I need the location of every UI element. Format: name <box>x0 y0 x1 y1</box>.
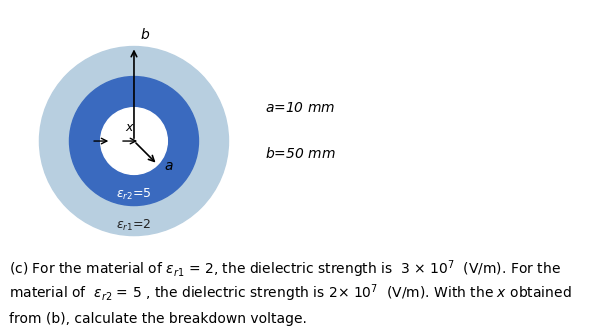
Text: $a$=10 mm: $a$=10 mm <box>265 101 335 114</box>
Text: $x$: $x$ <box>125 121 135 134</box>
Text: $a$: $a$ <box>164 159 174 173</box>
Text: (c) For the material of $\varepsilon_{r1}$ = 2, the dielectric strength is  3 × : (c) For the material of $\varepsilon_{r1… <box>9 258 561 280</box>
Circle shape <box>100 108 167 174</box>
Text: material of  $\varepsilon_{r2}$ = 5 , the dielectric strength is 2× 10$^{7}$  (V: material of $\varepsilon_{r2}$ = 5 , the… <box>9 282 572 304</box>
Text: from (b), calculate the breakdown voltage.: from (b), calculate the breakdown voltag… <box>9 312 307 326</box>
Text: $b$=50 mm: $b$=50 mm <box>265 146 336 161</box>
Circle shape <box>69 76 199 206</box>
Text: $\varepsilon_{r1}$=2: $\varepsilon_{r1}$=2 <box>116 217 152 233</box>
Text: $b$: $b$ <box>139 27 150 42</box>
Text: $\varepsilon_{r2}$=5: $\varepsilon_{r2}$=5 <box>116 187 152 202</box>
Circle shape <box>40 47 228 236</box>
